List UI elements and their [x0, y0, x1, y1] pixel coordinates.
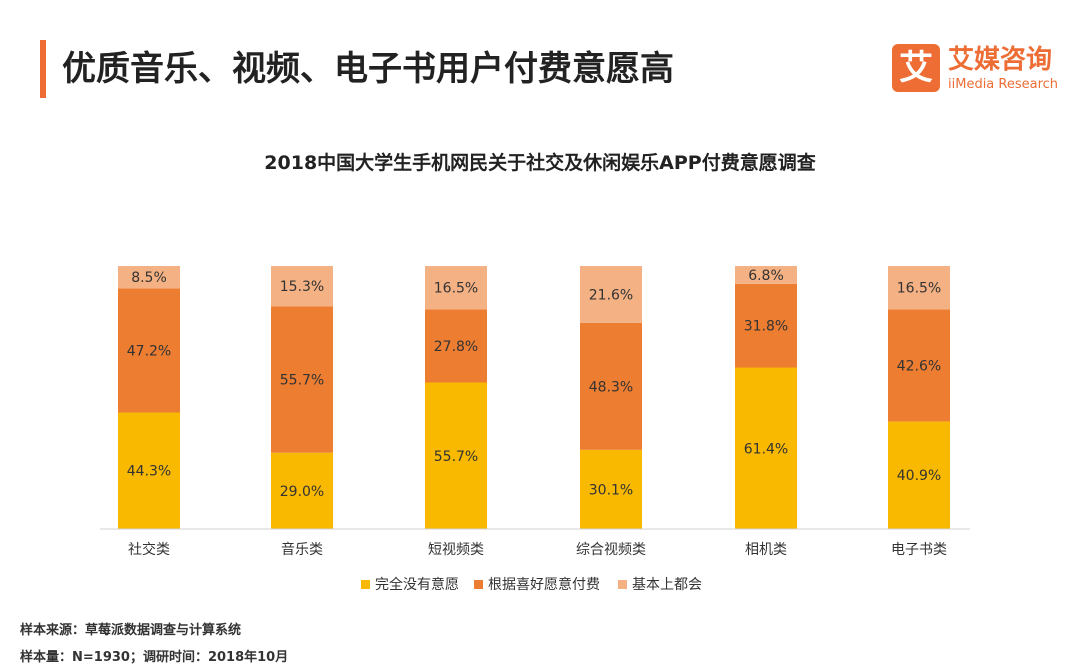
logo-name-cn: 艾媒咨询 — [948, 45, 1053, 75]
data-label: 48.3% — [589, 379, 633, 395]
legend-label: 根据喜好愿意付费 — [488, 576, 600, 593]
legend-swatch — [361, 580, 370, 589]
bar-segment — [888, 309, 950, 422]
data-label: 8.5% — [131, 270, 167, 286]
sample-note: 样本量：N=1930；调研时间：2018年10月 — [20, 650, 289, 665]
page-title: 优质音乐、视频、电子书用户付费意愿高 — [62, 49, 674, 89]
title-accent-bar — [40, 40, 46, 98]
data-label: 61.4% — [744, 441, 788, 457]
bar-segment — [888, 421, 950, 529]
bar-segment — [118, 266, 180, 289]
bar-segment — [271, 266, 333, 307]
data-label: 40.9% — [897, 468, 941, 484]
logo-mark-icon: 艾 — [892, 44, 940, 92]
data-label: 6.8% — [748, 268, 784, 284]
category-label: 相机类 — [745, 542, 787, 558]
data-label: 42.6% — [897, 358, 941, 374]
data-label: 16.5% — [897, 281, 941, 297]
bar-segment — [425, 266, 487, 310]
legend-swatch — [618, 580, 627, 589]
category-label: 综合视频类 — [576, 542, 646, 558]
bar-segment — [888, 266, 950, 310]
category-label: 社交类 — [128, 541, 170, 558]
data-label: 55.7% — [280, 372, 324, 388]
bar-segment — [580, 449, 642, 529]
data-label: 16.5% — [434, 281, 478, 297]
bar-segment — [118, 288, 180, 413]
logo-name-en: iiMedia Research — [948, 77, 1059, 92]
category-label: 电子书类 — [891, 542, 947, 558]
bar-segment — [425, 309, 487, 383]
data-label: 47.2% — [127, 343, 171, 359]
bar-segment — [735, 283, 797, 368]
category-label: 音乐类 — [281, 541, 323, 558]
source-note: 样本来源：草莓派数据调查与计算系统 — [20, 623, 242, 638]
legend-label: 基本上都会 — [632, 576, 702, 593]
bar-segment — [425, 382, 487, 529]
data-label: 44.3% — [127, 464, 171, 480]
legend-swatch — [474, 580, 483, 589]
bar-segment — [735, 266, 797, 284]
data-label: 31.8% — [744, 319, 788, 335]
data-label: 30.1% — [589, 482, 633, 498]
legend-label: 完全没有意愿 — [375, 576, 459, 593]
data-label: 55.7% — [434, 449, 478, 465]
category-label: 短视频类 — [428, 542, 484, 558]
bar-segment — [735, 367, 797, 529]
bar-segment — [271, 306, 333, 453]
bar-segment — [271, 452, 333, 529]
data-label: 29.0% — [280, 484, 324, 500]
data-label: 27.8% — [434, 339, 478, 355]
bar-segment — [580, 322, 642, 450]
chart-title: 2018中国大学生手机网民关于社交及休闲娱乐APP付费意愿调查 — [264, 152, 816, 174]
bar-segment — [118, 412, 180, 529]
data-label: 15.3% — [280, 279, 324, 295]
imedia-logo: 艾 艾媒咨询 iiMedia Research — [892, 44, 1067, 98]
data-label: 21.6% — [589, 287, 633, 303]
bar-segment — [580, 266, 642, 323]
